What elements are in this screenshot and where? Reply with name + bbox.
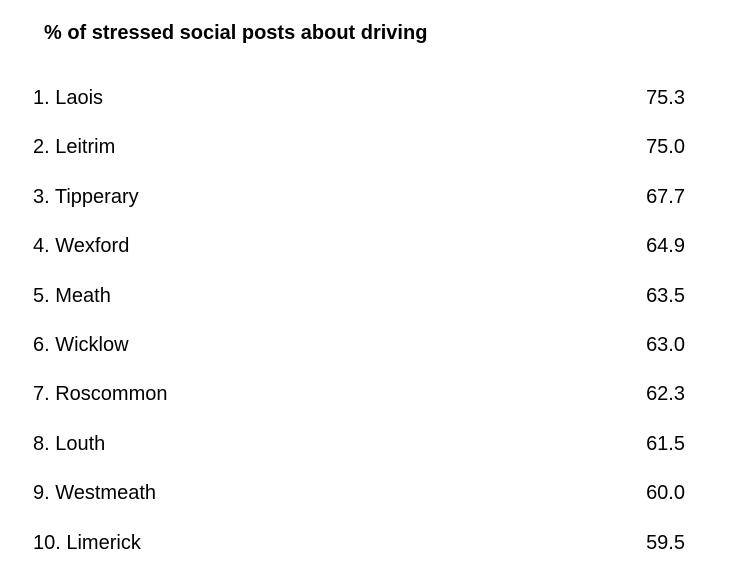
- table-row: 1. Laois 75.3: [33, 87, 685, 111]
- row-value: 60.0: [646, 482, 685, 504]
- row-value: 59.5: [646, 532, 685, 554]
- row-value: 75.3: [646, 87, 685, 109]
- table-row: 9. Westmeath 60.0: [33, 482, 685, 506]
- row-label: 10. Limerick: [33, 532, 141, 554]
- row-value: 62.3: [646, 383, 685, 405]
- table-row: 7. Roscommon 62.3: [33, 383, 685, 407]
- row-value: 64.9: [646, 235, 685, 257]
- table-row: 6. Wicklow 63.0: [33, 334, 685, 358]
- row-label: 2. Leitrim: [33, 136, 116, 158]
- table-title: % of stressed social posts about driving: [44, 22, 428, 44]
- table-row: 8. Louth 61.5: [33, 433, 685, 457]
- table-row: 3. Tipperary 67.7: [33, 186, 685, 210]
- row-value: 61.5: [646, 433, 685, 455]
- row-value: 75.0: [646, 136, 685, 158]
- row-label: 7. Roscommon: [33, 383, 168, 405]
- row-label: 3. Tipperary: [33, 186, 139, 208]
- table-row: 5. Meath 63.5: [33, 285, 685, 309]
- row-label: 5. Meath: [33, 285, 111, 307]
- row-value: 63.0: [646, 334, 685, 356]
- row-label: 9. Westmeath: [33, 482, 157, 504]
- row-value: 63.5: [646, 285, 685, 307]
- row-label: 4. Wexford: [33, 235, 130, 257]
- table-row: 2. Leitrim 75.0: [33, 136, 685, 160]
- table-row: 4. Wexford 64.9: [33, 235, 685, 259]
- row-label: 8. Louth: [33, 433, 106, 455]
- row-value: 67.7: [646, 186, 685, 208]
- row-label: 1. Laois: [33, 87, 104, 109]
- row-label: 6. Wicklow: [33, 334, 129, 356]
- table-row: 10. Limerick 59.5: [33, 532, 685, 556]
